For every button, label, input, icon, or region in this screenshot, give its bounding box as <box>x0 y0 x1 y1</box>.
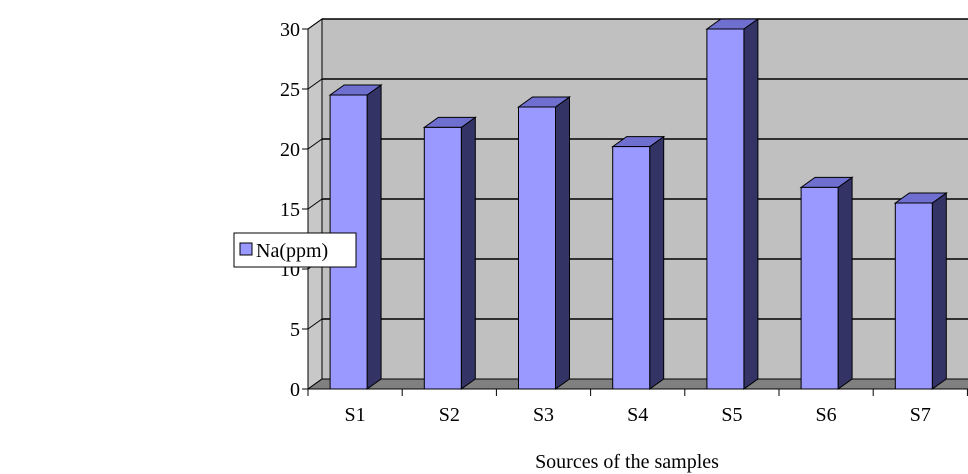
bar-S6 <box>799 176 854 390</box>
x-tick-label: S5 <box>721 404 742 426</box>
gridline-diagonal <box>307 198 323 210</box>
bar-side <box>837 176 853 390</box>
bar-S7 <box>893 192 948 390</box>
bar-side <box>649 135 665 390</box>
x-tick-label: S1 <box>345 404 366 426</box>
legend: Na(ppm) <box>233 232 357 268</box>
y-tick-label: 25 <box>280 79 300 101</box>
y-tick-label: 15 <box>280 199 300 221</box>
x-tick-label: S2 <box>439 404 460 426</box>
bar-side <box>555 96 570 390</box>
bar-front <box>800 186 839 390</box>
legend-label: Na(ppm) <box>256 240 328 262</box>
bar-S2 <box>422 116 477 390</box>
bar-front <box>423 126 462 390</box>
legend-swatch <box>239 242 253 256</box>
gridline-diagonal <box>307 138 323 150</box>
gridline-diagonal <box>307 318 323 330</box>
bar-front <box>894 202 933 390</box>
legend-box <box>233 232 357 268</box>
bar-S5 <box>705 18 760 390</box>
x-tick-label: S4 <box>627 404 648 426</box>
y-tick-label: 20 <box>280 139 300 161</box>
bar-S4 <box>611 135 666 390</box>
y-tick-label: 5 <box>290 319 300 341</box>
x-tick-label: S3 <box>533 404 554 426</box>
bar-S3 <box>516 96 572 390</box>
x-tick-label: S6 <box>816 404 837 426</box>
x-axis-title: Sources of the samples <box>535 451 719 473</box>
bar-side <box>366 84 382 390</box>
bar-front <box>518 106 556 390</box>
gridline-diagonal <box>307 78 323 90</box>
gridline-diagonal <box>307 18 323 30</box>
bar-side <box>743 18 759 390</box>
bar-side <box>460 116 476 390</box>
bar-side <box>931 192 947 390</box>
x-tick-label: S7 <box>910 404 931 426</box>
bar-front <box>706 28 745 390</box>
y-tick-label: 0 <box>290 379 300 401</box>
bar-front <box>612 146 651 390</box>
y-tick-label: 30 <box>280 19 300 41</box>
